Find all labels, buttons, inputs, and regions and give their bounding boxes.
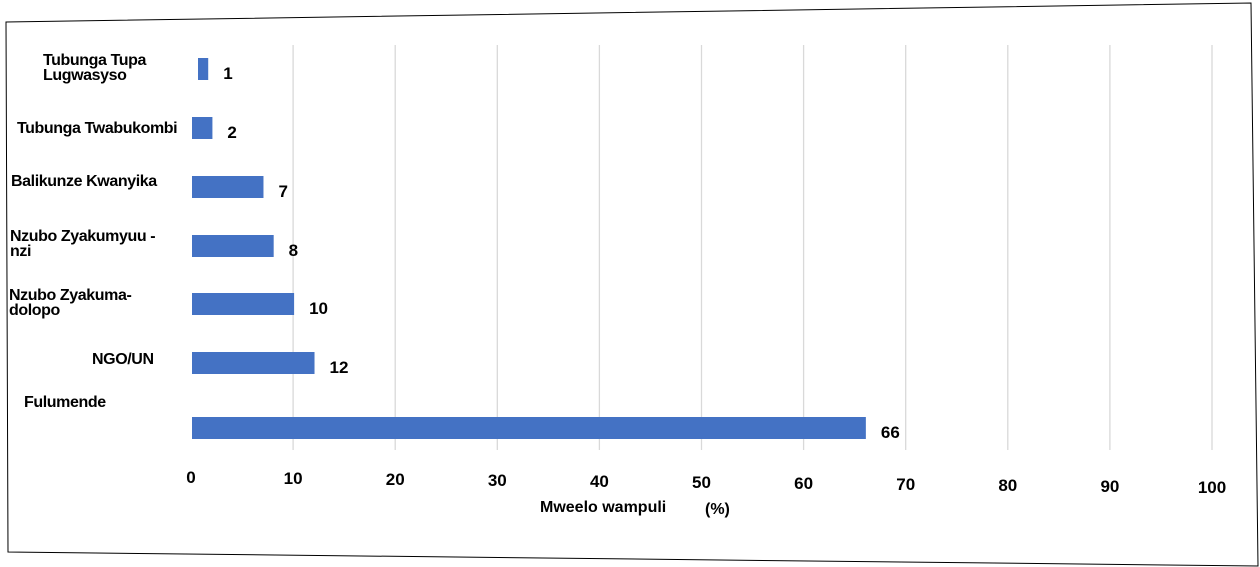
value-label-1: 2: [227, 123, 236, 142]
bar-5: [192, 352, 315, 374]
grid-lines: [292, 45, 1213, 450]
bar-2: [192, 176, 264, 198]
x-tick-label-10: 10: [284, 469, 303, 488]
x-tick-labels: 0 10 20 30 40 50 60 70 80 90 100: [186, 468, 1226, 497]
category-label-0: Tubunga Tupa Lugwasyso: [43, 52, 147, 84]
bar-0: [198, 58, 209, 80]
category-label-3: Nzubo Zyakumyuu - nzi: [10, 228, 156, 260]
x-axis-unit: (%): [705, 501, 730, 518]
bar-4: [192, 293, 295, 315]
category-label-2: Balikunze Kwanyika: [11, 173, 157, 190]
x-tick-label-50: 50: [692, 473, 711, 492]
bars: [192, 58, 866, 439]
value-label-0: 1: [223, 64, 232, 83]
x-tick-label-80: 80: [998, 476, 1017, 495]
x-tick-label-100: 100: [1198, 478, 1226, 497]
category-label-6: Fulumende: [24, 394, 106, 411]
x-tick-label-90: 90: [1100, 477, 1119, 496]
value-label-3: 8: [289, 241, 298, 260]
x-tick-label-30: 30: [488, 471, 507, 490]
value-label-2: 7: [278, 182, 287, 201]
bar-6: [192, 417, 866, 439]
x-tick-label-20: 20: [386, 470, 405, 489]
bar-3: [192, 235, 274, 257]
x-tick-label-60: 60: [794, 474, 813, 493]
bar-1: [192, 117, 213, 139]
x-tick-label-70: 70: [896, 475, 915, 494]
category-label-5: NGO/UN: [92, 351, 154, 368]
value-label-6: 66: [881, 423, 900, 442]
chart-border: [5, 2, 1259, 567]
category-label-1: Tubunga Twabukombi: [17, 120, 178, 137]
x-tick-label-40: 40: [590, 472, 609, 491]
value-label-5: 12: [330, 358, 349, 377]
x-tick-label-0: 0: [186, 468, 195, 487]
category-label-4: Nzubo Zyakuma- dolopo: [9, 287, 132, 319]
value-label-4: 10: [309, 299, 328, 318]
x-axis-title: Mweelo wampuli: [540, 499, 666, 516]
